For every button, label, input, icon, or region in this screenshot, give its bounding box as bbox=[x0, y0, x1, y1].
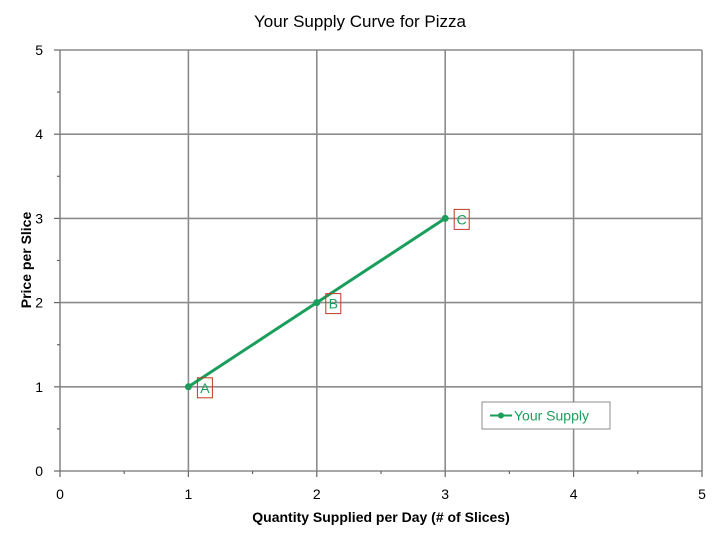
x-tick-label: 2 bbox=[313, 486, 321, 502]
data-point-b bbox=[313, 299, 321, 307]
y-tick-label: 1 bbox=[35, 379, 43, 395]
x-axis-label: Quantity Supplied per Day (# of Slices) bbox=[252, 509, 510, 525]
x-tick-label: 3 bbox=[441, 486, 449, 502]
gridlines bbox=[60, 49, 703, 471]
data-point-a bbox=[184, 383, 192, 391]
legend: Your Supply bbox=[481, 401, 611, 430]
point-label-box bbox=[453, 208, 470, 230]
y-tick-label: 4 bbox=[35, 126, 43, 142]
point-label-a: A bbox=[200, 380, 210, 396]
point-label-box bbox=[196, 377, 213, 399]
legend-marker bbox=[498, 412, 504, 419]
y-tick-label: 5 bbox=[35, 42, 43, 58]
y-tick-label: 0 bbox=[35, 463, 43, 479]
axes bbox=[54, 49, 703, 477]
point-label-c: C bbox=[457, 211, 467, 227]
chart-title: Your Supply Curve for Pizza bbox=[254, 12, 467, 31]
tick-labels: 0 1 2 3 4 5 0 1 2 3 4 5 bbox=[35, 42, 706, 502]
x-tick-label: 4 bbox=[570, 486, 578, 502]
point-label-box bbox=[325, 293, 342, 315]
y-axis-label: Price per Slice bbox=[18, 212, 34, 309]
data-point-c bbox=[441, 214, 449, 222]
y-tick-label: 3 bbox=[35, 210, 43, 226]
legend-label: Your Supply bbox=[514, 408, 589, 424]
x-tick-label: 1 bbox=[185, 486, 193, 502]
x-tick-label: 0 bbox=[56, 486, 64, 502]
y-tick-label: 2 bbox=[35, 295, 43, 311]
x-tick-label: 5 bbox=[698, 486, 706, 502]
series-your-supply: A B C bbox=[184, 208, 470, 399]
point-label-b: B bbox=[329, 296, 338, 312]
